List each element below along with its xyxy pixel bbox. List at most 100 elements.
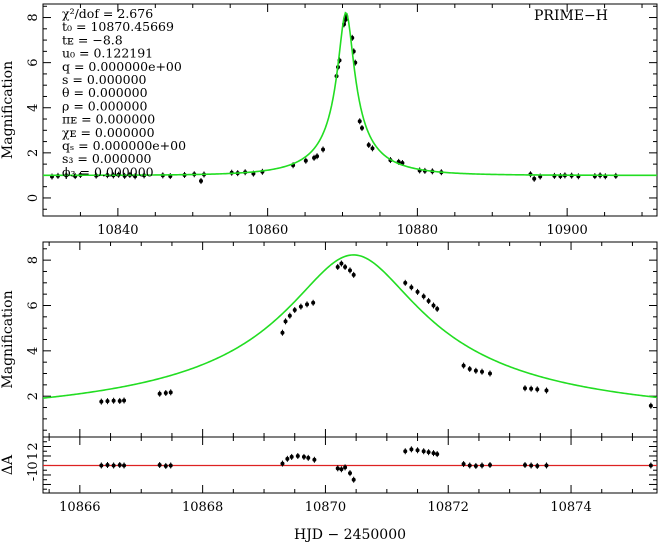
data-point [343,464,348,471]
data-layer [43,446,657,483]
instrument-label: PRIME−H [534,8,608,24]
data-point [292,307,297,314]
data-point [289,453,294,460]
y-axis-label: Magnification [0,290,16,388]
data-point [426,297,431,304]
data-point [592,173,597,180]
data-point [157,462,162,468]
data-point [529,462,534,469]
data-point [280,329,285,336]
fit-param-rho: ρ = 0.000000 [62,98,147,113]
data-point [335,263,340,270]
data-point [163,390,168,397]
data-point [359,125,364,132]
plot-frame [42,3,658,217]
data-point [343,263,348,270]
data-point [409,284,414,291]
data-point [301,453,306,460]
data-point [357,118,362,125]
data-point [99,462,104,469]
data-point [409,446,414,453]
data-point [351,271,356,278]
data-point [105,462,110,468]
data-point [287,312,292,319]
top-panel: 10840 10860 10880 10900 0 2 4 6 8 Magnification PR… [0,3,658,238]
data-point [306,454,311,461]
x-tick-label: 10900 [546,223,587,238]
data-layer [43,254,657,409]
data-point [111,462,116,469]
zoom-panel: 2 4 6 8 Magnification [0,241,658,438]
data-point [558,173,563,180]
x-tick-label: 10866 [59,500,100,515]
data-point [348,470,352,477]
data-layer [43,11,657,185]
data-point [535,462,540,469]
x-tick-label: 10872 [428,500,469,515]
data-point [366,141,371,148]
y-tick-label: 2 [26,149,41,157]
fit-param-theta: θ = 0.000000 [62,85,148,100]
data-point [280,460,285,467]
fit-param-chiE: χᴇ = 0.000000 [62,125,155,140]
data-point [426,449,431,456]
data-point [339,466,344,473]
data-point [522,385,527,392]
fit-param-s: s = 0.000000 [62,72,147,87]
data-point [157,390,162,397]
y-tick-label: 4 [26,347,41,355]
residual-panel: 10866 10868 10870 10872 10874 -101 2 ΔA HJD − 24… [0,436,658,543]
data-point [522,462,527,468]
data-point [285,455,290,462]
data-point [351,476,356,483]
data-point [311,299,316,306]
fit-param-q: q = 0.000000e+00 [62,59,182,74]
data-point [435,451,440,458]
data-point [461,362,466,369]
y-tick-label: 8 [26,256,41,264]
data-point [431,302,436,309]
data-point [99,398,104,405]
data-point [168,462,173,469]
data-point [339,260,344,267]
data-point [117,397,122,404]
data-point [295,452,300,459]
data-point [298,303,303,310]
data-point [467,462,472,469]
y-tick-label: 2 [26,442,41,450]
data-point [421,293,426,300]
y-tick-label: 4 [26,104,41,112]
data-point [122,462,127,469]
data-point [532,175,537,182]
data-point [315,153,320,160]
data-point [303,157,308,164]
data-point [321,146,326,153]
y-tick-label: 1 [26,452,41,460]
x-tick-label: 10840 [97,223,138,238]
data-point [487,462,492,468]
data-point [335,465,340,472]
fit-param-phi: ϕ₃ = 0.000000 [62,164,154,179]
y-tick-label: 0 [26,194,41,202]
y-axis-label: ΔA [0,454,16,475]
data-point [648,462,653,469]
x-tick-label: 10870 [305,500,346,515]
data-point [473,367,478,374]
data-point [535,386,540,393]
data-point [370,145,375,152]
data-point [403,448,408,455]
data-point [117,462,122,468]
data-point [105,398,110,405]
x-tick-label: 10880 [397,223,438,238]
data-point [544,462,549,469]
data-point [415,288,420,295]
fit-param-u0: u₀ = 0.122191 [62,46,153,61]
data-point [461,461,466,468]
data-point [415,447,420,454]
data-point [421,448,426,455]
data-point [603,173,608,180]
x-tick-label: 10874 [550,500,591,515]
data-point [576,173,581,180]
data-point [529,385,534,392]
